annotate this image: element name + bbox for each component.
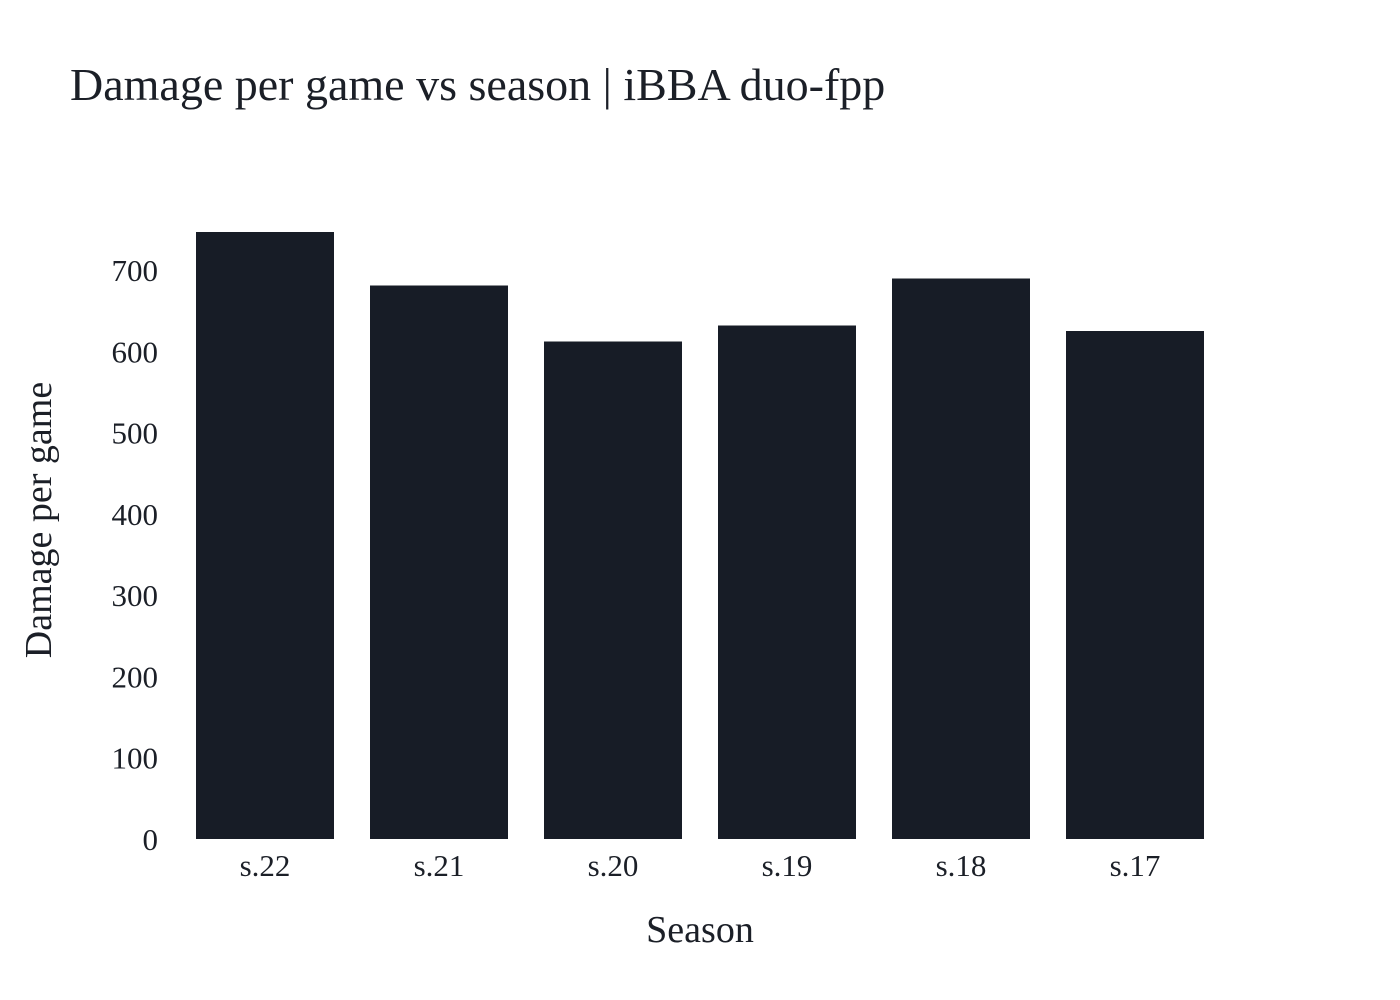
- bar-s20: [543, 341, 683, 839]
- y-tick-label: 400: [112, 497, 159, 532]
- y-axis-title: Damage per game: [18, 382, 60, 658]
- bar-s19: [717, 325, 857, 839]
- x-tick-label: s.18: [936, 848, 987, 883]
- y-tick-label: 500: [112, 416, 159, 451]
- y-axis-ticks: 0 100 200 300 400 500 600 700: [112, 253, 159, 857]
- y-tick-label: 300: [112, 578, 159, 613]
- chart-title: Damage per game vs season | iBBA duo-fpp: [70, 59, 885, 110]
- x-axis-title: Season: [646, 909, 754, 951]
- y-tick-label: 0: [143, 822, 159, 857]
- bar-s17: [1065, 331, 1205, 839]
- y-tick-label: 700: [112, 253, 159, 288]
- y-tick-label: 600: [112, 334, 159, 369]
- x-tick-label: s.22: [240, 848, 291, 883]
- y-tick-label: 200: [112, 659, 159, 694]
- bars: [195, 232, 1205, 839]
- x-tick-label: s.21: [414, 848, 465, 883]
- x-axis-ticks: s.22 s.21 s.20 s.19 s.18 s.17: [240, 848, 1161, 883]
- x-tick-label: s.17: [1110, 848, 1161, 883]
- bar-s18: [891, 278, 1031, 839]
- x-tick-label: s.19: [762, 848, 813, 883]
- y-tick-label: 100: [112, 741, 159, 776]
- x-tick-label: s.20: [588, 848, 639, 883]
- bar-s22: [195, 232, 335, 839]
- bar-s21: [369, 285, 509, 839]
